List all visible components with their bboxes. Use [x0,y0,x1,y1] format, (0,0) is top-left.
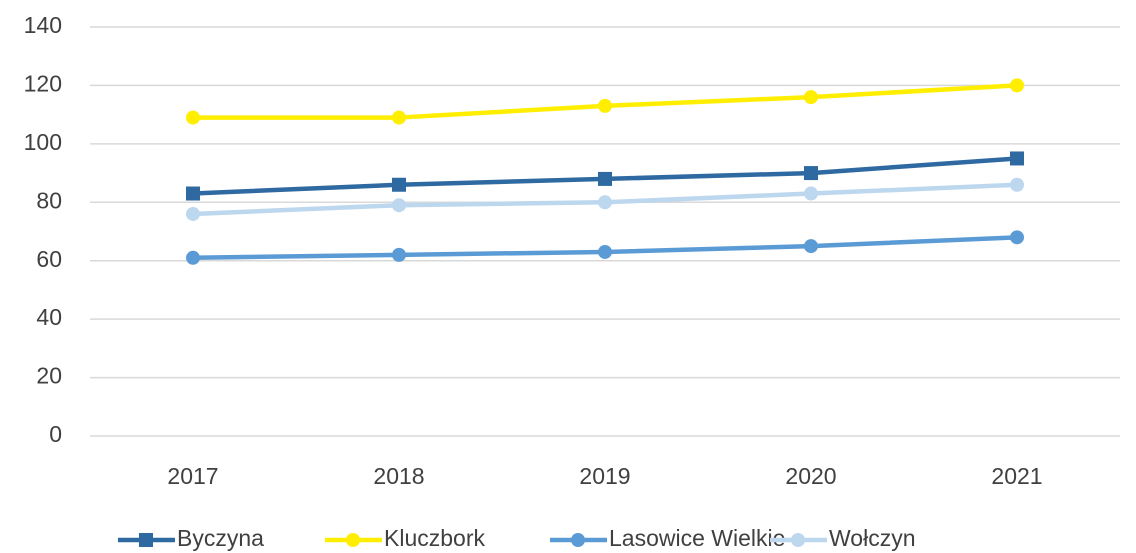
legend-label: Lasowice Wielkie [609,525,785,551]
data-point [804,90,818,105]
data-point [186,186,200,201]
y-tick-label: 80 [36,187,62,213]
legend-marker [571,533,585,547]
data-point [392,198,406,213]
legend-marker [139,533,153,547]
data-point [186,250,200,265]
x-tick-label: 2021 [991,463,1042,489]
data-point [1010,78,1024,93]
data-point [1010,151,1024,166]
legend-label: Wołczyn [829,525,916,551]
data-point [598,195,612,210]
legend-marker [791,533,805,547]
x-tick-label: 2018 [373,463,424,489]
y-tick-label: 100 [24,129,62,155]
y-tick-label: 120 [24,71,62,97]
data-point [598,171,612,186]
data-point [186,206,200,221]
legend-marker [346,533,360,547]
legend-label: Kluczbork [384,525,485,551]
data-point [392,177,406,192]
data-point [598,244,612,259]
x-tick-label: 2019 [579,463,630,489]
y-tick-label: 60 [36,246,62,272]
y-tick-label: 140 [24,12,62,38]
y-tick-label: 0 [49,421,62,447]
data-point [598,98,612,113]
y-tick-label: 40 [36,304,62,330]
data-point [392,247,406,262]
data-point [804,186,818,201]
legend-label: Byczyna [177,525,264,551]
x-tick-label: 2020 [785,463,836,489]
data-point [1010,230,1024,245]
y-tick-label: 20 [36,363,62,389]
x-tick-label: 2017 [167,463,218,489]
data-point [1010,177,1024,192]
data-point [392,110,406,125]
data-point [186,110,200,125]
data-point [804,239,818,254]
data-point [804,166,818,181]
